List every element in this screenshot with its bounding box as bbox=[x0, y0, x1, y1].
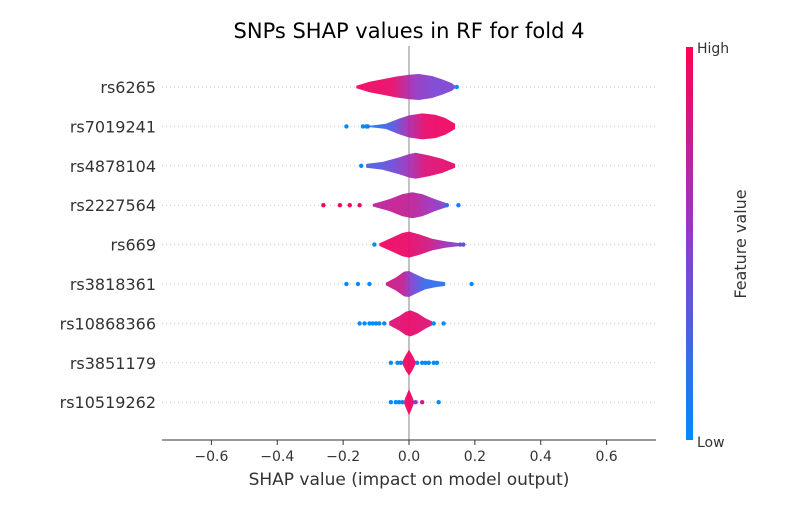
outlier-point bbox=[423, 360, 428, 365]
violin-rs10519262 bbox=[404, 389, 414, 416]
colorbar-low-label: Low bbox=[697, 435, 725, 451]
outlier-point bbox=[344, 281, 349, 287]
outlier-point bbox=[415, 360, 420, 365]
feature-label: rs7019241 bbox=[70, 117, 156, 136]
outlier-point bbox=[388, 360, 394, 365]
outlier-point bbox=[441, 321, 446, 326]
violin-rs10868366 bbox=[389, 310, 433, 337]
violin-rs7019241 bbox=[369, 113, 456, 140]
feature-label: rs4878104 bbox=[70, 157, 156, 176]
outlier-point bbox=[431, 360, 436, 365]
outlier-point bbox=[372, 242, 377, 247]
colorbar-title: Feature value bbox=[731, 189, 750, 298]
outlier-point bbox=[461, 242, 466, 247]
outlier-point bbox=[377, 321, 382, 326]
x-tick-label: −0.4 bbox=[260, 449, 294, 465]
outlier-point bbox=[370, 321, 375, 326]
outlier-point bbox=[382, 321, 387, 326]
outlier-point bbox=[436, 400, 441, 405]
outlier-point bbox=[337, 203, 343, 208]
outlier-point bbox=[434, 360, 440, 365]
outlier-point bbox=[393, 400, 399, 405]
chart-title: SNPs SHAP values in RF for fold 4 bbox=[234, 19, 585, 43]
feature-label: rs3851179 bbox=[70, 354, 156, 373]
outlier-point bbox=[321, 203, 326, 208]
violin-rs669 bbox=[379, 231, 459, 258]
outlier-point bbox=[454, 84, 459, 90]
x-tick-label: 0.4 bbox=[530, 449, 552, 465]
violin-rs3818361 bbox=[385, 271, 446, 297]
outlier-point bbox=[347, 203, 352, 208]
outlier-point bbox=[457, 242, 463, 247]
outlier-point bbox=[395, 360, 400, 365]
violins bbox=[321, 74, 474, 416]
outlier-point bbox=[365, 124, 371, 129]
outlier-point bbox=[355, 281, 361, 287]
outlier-point bbox=[419, 400, 425, 405]
outlier-point bbox=[357, 203, 362, 208]
violin-rs4878104 bbox=[366, 152, 456, 179]
colorbar-high-label: High bbox=[697, 41, 729, 57]
outlier-point bbox=[444, 203, 450, 208]
violin-rs6265 bbox=[356, 74, 456, 100]
feature-labels: rs6265 rs7019241 rs4878104 rs2227564 rs669 rs… bbox=[60, 78, 156, 412]
outlier-point bbox=[367, 281, 372, 287]
feature-label: rs669 bbox=[111, 236, 156, 255]
feature-label: rs6265 bbox=[100, 78, 156, 97]
colorbar bbox=[686, 47, 693, 440]
x-ticks: −0.6 −0.4 −0.2 0.0 0.2 0.4 0.6 bbox=[194, 440, 618, 465]
x-tick-label: 0.2 bbox=[464, 449, 486, 465]
feature-label: rs3818361 bbox=[70, 275, 156, 294]
outlier-point bbox=[388, 400, 394, 405]
x-tick-label: 0.6 bbox=[595, 449, 617, 465]
violin-rs2227564 bbox=[372, 192, 449, 219]
outlier-point bbox=[360, 124, 366, 129]
outlier-point bbox=[344, 124, 349, 129]
outlier-point bbox=[367, 321, 372, 326]
outlier-point bbox=[373, 321, 379, 326]
outlier-point bbox=[398, 360, 403, 365]
violin-rs3851179 bbox=[402, 349, 416, 376]
outlier-point bbox=[431, 321, 436, 326]
outlier-point bbox=[396, 400, 402, 405]
outlier-point bbox=[419, 360, 425, 365]
feature-label: rs2227564 bbox=[70, 196, 156, 215]
x-axis-label: SHAP value (impact on model output) bbox=[249, 470, 570, 490]
outlier-point bbox=[400, 400, 405, 405]
x-tick-label: −0.6 bbox=[194, 449, 228, 465]
outlier-point bbox=[357, 321, 362, 326]
outlier-point bbox=[469, 281, 474, 287]
feature-label: rs10868366 bbox=[60, 314, 156, 333]
x-tick-label: −0.2 bbox=[326, 449, 360, 465]
x-tick-label: 0.0 bbox=[398, 449, 420, 465]
outlier-point bbox=[362, 321, 367, 326]
outlier-point bbox=[456, 203, 461, 208]
outlier-point bbox=[426, 360, 431, 365]
feature-label: rs10519262 bbox=[60, 393, 156, 412]
outlier-point bbox=[413, 400, 418, 405]
outlier-point bbox=[359, 163, 364, 168]
